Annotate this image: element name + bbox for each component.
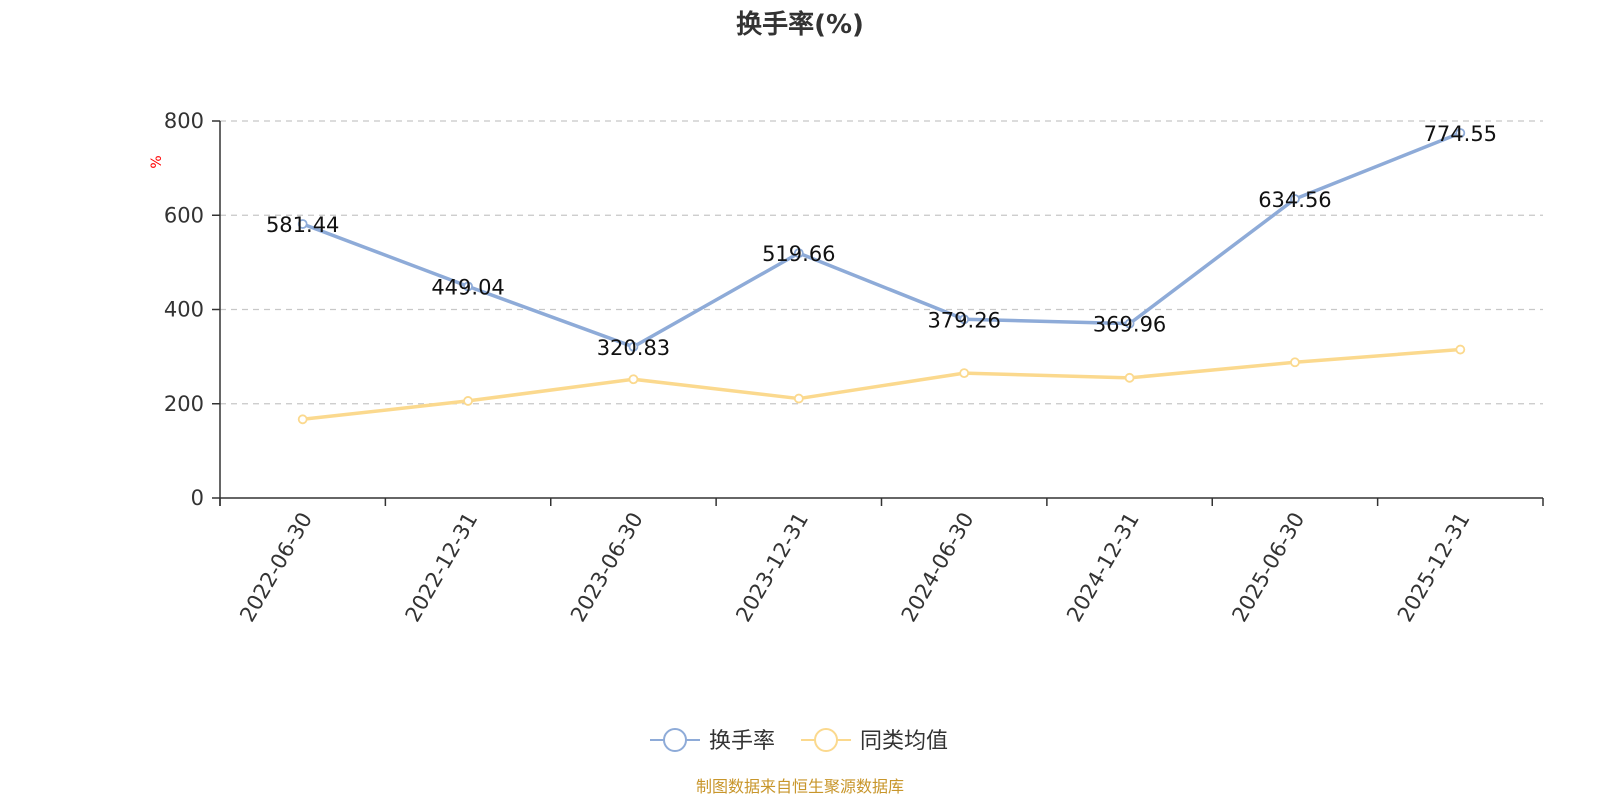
data-label: 369.96 (1093, 313, 1166, 337)
series-line (300, 347, 1463, 422)
data-label: 581.44 (266, 213, 339, 237)
data-point[interactable] (1124, 372, 1135, 383)
data-label: 379.26 (927, 308, 1000, 332)
legend-circle-icon (663, 728, 687, 752)
data-point[interactable] (463, 281, 473, 292)
data-label: 519.66 (762, 242, 835, 266)
data-point[interactable] (1290, 357, 1300, 368)
legend-label: 同类均值 (860, 729, 948, 754)
x-tick-label: 2022-12-31 (401, 508, 483, 626)
y-tick-label: 400 (164, 298, 204, 322)
legend-item-turnover-rate[interactable]: 换手率 (650, 728, 775, 754)
axes: 0 200 400 600 800 2022-06-30 2022-12-31 2023-06… (164, 109, 1544, 626)
y-tick-label: 200 (164, 392, 204, 416)
data-point[interactable] (1455, 128, 1466, 138)
data-point[interactable] (793, 248, 804, 259)
data-label: 634.56 (1258, 188, 1331, 212)
series-line (300, 131, 1463, 349)
x-tick-label: 2024-06-30 (897, 508, 979, 626)
series-group (297, 128, 1466, 425)
data-point[interactable] (628, 341, 639, 352)
data-point[interactable] (793, 393, 804, 404)
x-tick-label: 2025-06-30 (1227, 508, 1309, 626)
source-note: 制图数据来自恒生聚源数据库 (696, 777, 904, 796)
series-peer-average (297, 344, 1466, 425)
x-tick-label: 2022-06-30 (235, 508, 317, 626)
legend-item-peer-average[interactable]: 同类均值 (801, 728, 948, 754)
data-point[interactable] (297, 219, 308, 229)
data-labels: 581.44 449.04 320.83 519.66 379.26 369.96 634.… (266, 122, 1497, 360)
x-tick-label: 2023-12-31 (731, 508, 813, 626)
data-point[interactable] (1455, 344, 1466, 355)
series-turnover-rate (297, 128, 1466, 352)
data-point[interactable] (959, 368, 970, 379)
data-point[interactable] (297, 414, 308, 425)
data-point[interactable] (1290, 194, 1300, 204)
legend[interactable]: 换手率 同类均值 (650, 728, 948, 754)
x-tick-label: 2024-12-31 (1062, 508, 1144, 626)
y-axis-unit-label: % (149, 155, 165, 168)
data-label: 774.55 (1424, 122, 1497, 146)
data-point[interactable] (628, 374, 639, 385)
grid-lines (220, 120, 1543, 405)
data-point[interactable] (1124, 318, 1135, 329)
chart-title: 换手率(%) (736, 9, 864, 40)
x-tick-label: 2023-06-30 (566, 508, 648, 626)
legend-circle-icon (814, 728, 839, 752)
y-tick-label: 0 (191, 486, 204, 510)
data-label: 449.04 (431, 275, 504, 299)
data-label: 320.83 (597, 336, 670, 360)
x-tick-label: 2025-12-31 (1393, 508, 1475, 626)
y-tick-label: 600 (164, 203, 204, 227)
data-point[interactable] (463, 396, 473, 406)
data-point[interactable] (959, 314, 970, 325)
y-tick-label: 800 (164, 109, 204, 133)
legend-label: 换手率 (709, 729, 775, 754)
